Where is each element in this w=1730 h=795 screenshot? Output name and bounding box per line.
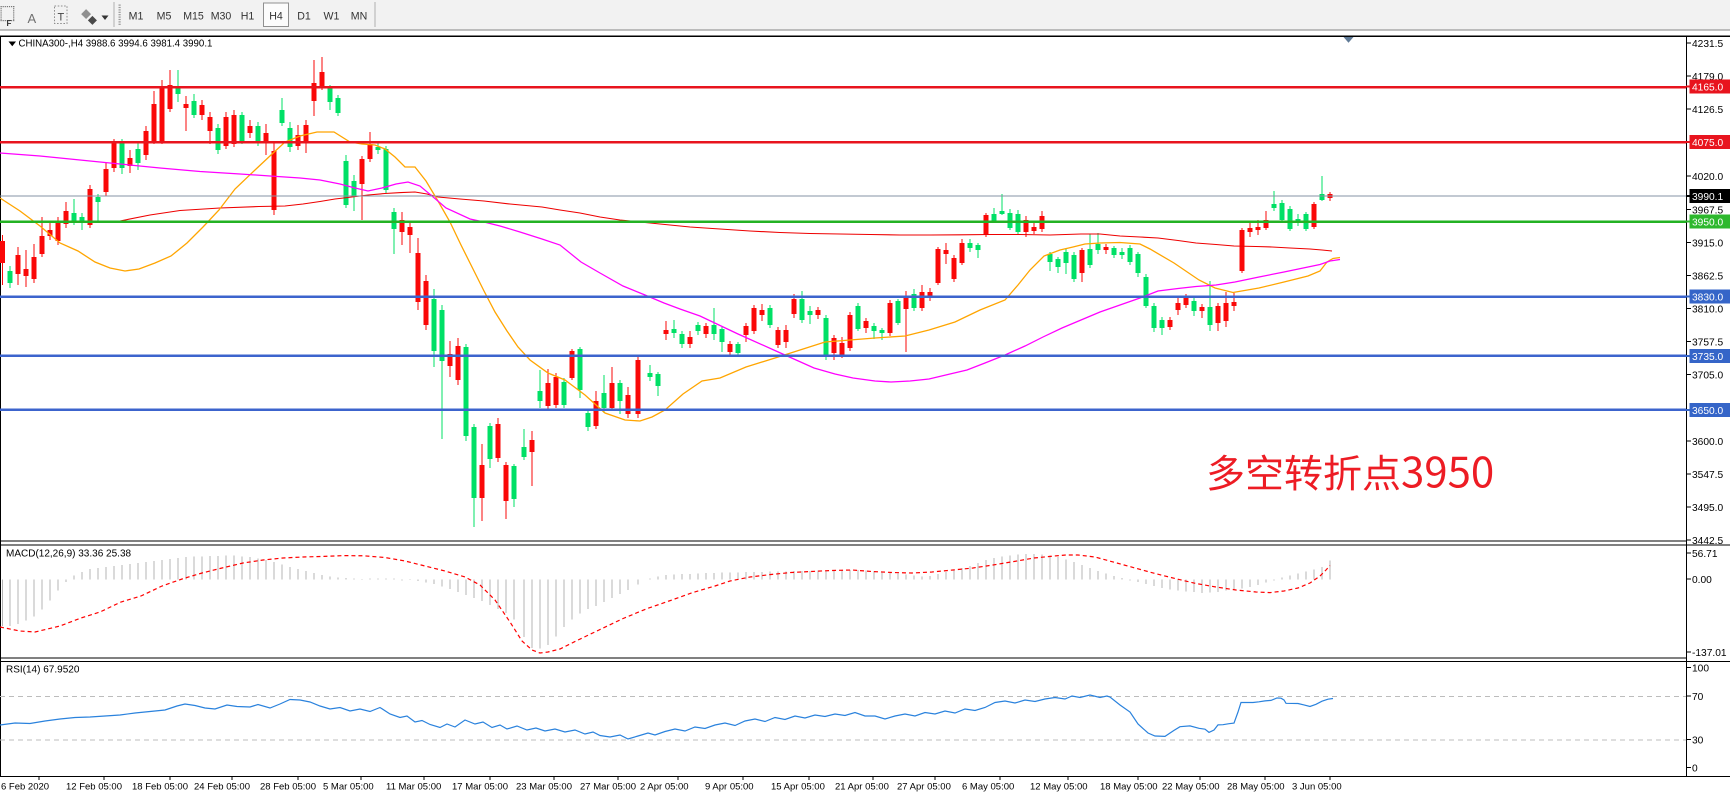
svg-text:9 Apr 05:00: 9 Apr 05:00	[705, 782, 754, 793]
svg-text:30: 30	[1692, 736, 1704, 747]
svg-text:17 Mar 05:00: 17 Mar 05:00	[452, 782, 508, 793]
svg-text:70: 70	[1692, 692, 1704, 703]
svg-text:0.00: 0.00	[1692, 575, 1712, 586]
svg-text:3915.0: 3915.0	[1692, 238, 1723, 249]
svg-text:D1: D1	[297, 11, 311, 23]
svg-text:3495.0: 3495.0	[1692, 503, 1723, 514]
svg-text:11 Mar 05:00: 11 Mar 05:00	[386, 782, 441, 793]
svg-text:H4: H4	[269, 11, 283, 23]
svg-text:3650.0: 3650.0	[1692, 406, 1723, 417]
svg-text:3967.5: 3967.5	[1692, 205, 1723, 216]
svg-text:3830.0: 3830.0	[1692, 292, 1723, 303]
svg-text:28 Feb 05:00: 28 Feb 05:00	[260, 782, 316, 793]
svg-text:W1: W1	[324, 11, 340, 23]
svg-text:3705.0: 3705.0	[1692, 370, 1723, 381]
svg-text:3862.5: 3862.5	[1692, 271, 1723, 282]
svg-text:27 Mar 05:00: 27 Mar 05:00	[580, 782, 636, 793]
svg-text:3757.5: 3757.5	[1692, 337, 1723, 348]
svg-text:3950.0: 3950.0	[1692, 217, 1723, 228]
svg-text:M5: M5	[157, 11, 172, 23]
svg-text:15 Apr 05:00: 15 Apr 05:00	[771, 782, 825, 793]
svg-text:M15: M15	[183, 11, 204, 23]
svg-text:F: F	[7, 19, 12, 28]
svg-text:3810.0: 3810.0	[1692, 304, 1723, 315]
svg-text:H1: H1	[241, 11, 255, 23]
svg-text:12 May 05:00: 12 May 05:00	[1030, 782, 1088, 793]
svg-text:23 Mar 05:00: 23 Mar 05:00	[516, 782, 572, 793]
svg-text:MACD(12,26,9) 33.36 25.38: MACD(12,26,9) 33.36 25.38	[6, 549, 132, 560]
svg-text:-137.01: -137.01	[1692, 648, 1727, 659]
svg-text:100: 100	[1692, 664, 1709, 675]
svg-text:27 Apr 05:00: 27 Apr 05:00	[897, 782, 951, 793]
svg-text:3600.0: 3600.0	[1692, 437, 1723, 448]
svg-text:0: 0	[1692, 764, 1698, 775]
svg-text:M1: M1	[129, 11, 144, 23]
svg-text:4126.5: 4126.5	[1692, 105, 1723, 116]
svg-text:22 May 05:00: 22 May 05:00	[1162, 782, 1220, 793]
svg-text:MN: MN	[351, 11, 367, 23]
svg-text:5 Mar 05:00: 5 Mar 05:00	[323, 782, 374, 793]
svg-text:6 Feb 2020: 6 Feb 2020	[1, 782, 49, 793]
svg-text:4231.5: 4231.5	[1692, 39, 1723, 50]
svg-text:21 Apr 05:00: 21 Apr 05:00	[835, 782, 889, 793]
svg-text:3735.0: 3735.0	[1692, 352, 1723, 363]
svg-text:RSI(14) 67.9520: RSI(14) 67.9520	[6, 665, 80, 676]
svg-text:12 Feb 05:00: 12 Feb 05:00	[66, 782, 122, 793]
svg-text:3 Jun 05:00: 3 Jun 05:00	[1292, 782, 1342, 793]
svg-text:18 May 05:00: 18 May 05:00	[1100, 782, 1158, 793]
svg-text:4165.0: 4165.0	[1692, 82, 1723, 93]
svg-text:24 Feb 05:00: 24 Feb 05:00	[194, 782, 250, 793]
svg-text:4020.0: 4020.0	[1692, 172, 1723, 183]
svg-text:6 May 05:00: 6 May 05:00	[962, 782, 1014, 793]
svg-text:T: T	[58, 12, 65, 24]
svg-text:18 Feb 05:00: 18 Feb 05:00	[132, 782, 188, 793]
svg-text:3442.5: 3442.5	[1692, 536, 1723, 547]
svg-text:56.71: 56.71	[1692, 549, 1718, 560]
svg-text:4179.0: 4179.0	[1692, 72, 1723, 83]
svg-text:3990.1: 3990.1	[1692, 192, 1723, 203]
svg-text:3547.5: 3547.5	[1692, 470, 1723, 481]
svg-text:CHINA300-,H4 3988.6 3994.6 39: CHINA300-,H4 3988.6 3994.6 3981.4 3990.1	[19, 38, 213, 49]
svg-text:M30: M30	[211, 11, 232, 23]
svg-text:A: A	[28, 11, 37, 26]
svg-text:4075.0: 4075.0	[1692, 138, 1723, 149]
svg-text:2 Apr 05:00: 2 Apr 05:00	[640, 782, 689, 793]
svg-text:28 May 05:00: 28 May 05:00	[1227, 782, 1285, 793]
